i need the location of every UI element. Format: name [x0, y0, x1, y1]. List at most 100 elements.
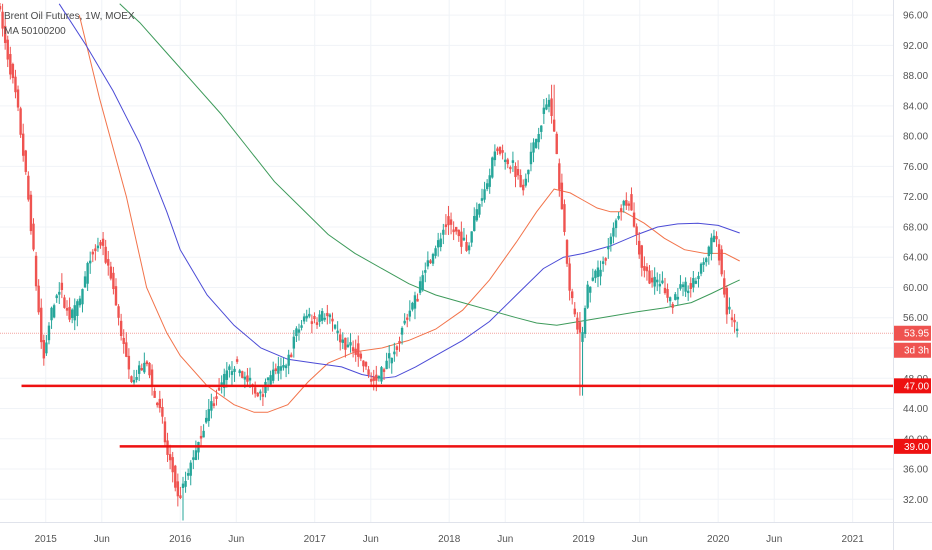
candle-body	[390, 357, 393, 364]
candle-body	[514, 165, 517, 178]
candle-body	[29, 194, 33, 232]
candle-body	[421, 275, 424, 291]
candle-body	[635, 226, 638, 235]
candle-body	[125, 342, 128, 357]
candle-body	[359, 353, 363, 359]
candle-body	[442, 229, 445, 235]
time-tick-label: 2018	[438, 534, 461, 545]
candle-body	[16, 89, 20, 108]
candle-body	[60, 282, 64, 291]
candle-body	[614, 220, 618, 229]
candle-body	[145, 361, 149, 365]
candle-body	[367, 369, 370, 375]
candle-body	[411, 302, 414, 310]
candle-body	[14, 76, 17, 93]
price-tick-label: 32.00	[903, 495, 928, 506]
time-tick-label: 2015	[35, 534, 58, 545]
candle-body	[148, 362, 151, 376]
price-tick-label: 92.00	[903, 41, 928, 52]
candle-body	[300, 325, 303, 328]
candle-body	[37, 285, 40, 313]
candle-body	[112, 272, 115, 290]
time-tick-label: 2020	[707, 534, 730, 545]
support-lines[interactable]	[21, 384, 893, 448]
candle-body	[501, 150, 504, 153]
candle-body	[318, 314, 321, 322]
time-tick-label: 2016	[169, 534, 192, 545]
candle-body	[274, 368, 277, 372]
candle-body	[253, 387, 257, 394]
candle-body	[663, 287, 667, 294]
candle-body	[707, 246, 711, 257]
candle-body	[457, 229, 460, 237]
candle-body	[186, 473, 190, 476]
candle-body	[163, 421, 167, 443]
candle-body	[158, 398, 162, 408]
candle-body	[645, 266, 649, 272]
candle-body	[717, 244, 721, 261]
candle-body	[473, 216, 476, 232]
candle-body	[76, 301, 79, 316]
candle-body	[612, 227, 615, 237]
moving-averages	[58, 3, 740, 413]
symbol-title[interactable]: Brent Oil Futures, 1W, MOEX	[4, 11, 135, 22]
price-axis[interactable]: 32.0036.0040.0044.0048.0052.0056.0060.00…	[903, 11, 928, 506]
candle-body	[545, 104, 548, 110]
candle-body	[643, 265, 646, 271]
candle-body	[19, 108, 22, 135]
candle-body	[32, 223, 35, 250]
time-tick-label: 2019	[573, 534, 596, 545]
candle-body	[143, 362, 146, 373]
candle-body	[63, 297, 66, 308]
candle-body	[284, 365, 288, 369]
time-tick-label: Jun	[94, 534, 110, 545]
support-price-tag: 47.00	[904, 381, 929, 392]
candle-body	[462, 237, 466, 241]
candle-body	[485, 183, 489, 190]
candle-body	[583, 308, 587, 334]
candle-body	[212, 403, 216, 406]
candle-body	[313, 315, 316, 320]
candles	[0, 2, 739, 521]
candle-body	[189, 462, 192, 476]
time-axis[interactable]: 2015 Jun 2016 Jun 2017 Jun 2018 Jun 2019 Jun 2020 J…	[0, 522, 932, 546]
candle-body	[475, 209, 479, 221]
candle-body	[491, 157, 494, 178]
candle-body	[529, 151, 533, 165]
candle-body	[570, 291, 574, 299]
candle-body	[362, 360, 365, 367]
candle-body	[114, 286, 118, 306]
candle-body	[674, 294, 677, 300]
indicator-label[interactable]: MA 50100200	[4, 26, 66, 37]
candle-body	[653, 276, 656, 287]
candle-body	[697, 275, 700, 280]
ma50-line	[78, 14, 740, 413]
candle-body	[712, 235, 716, 243]
candle-body	[137, 365, 141, 374]
candle-body	[426, 260, 430, 267]
candle-body	[297, 329, 301, 333]
candle-body	[176, 481, 180, 497]
candle-body	[99, 242, 102, 246]
candle-body	[730, 317, 734, 321]
candle-body	[694, 280, 698, 284]
candle-body	[578, 322, 582, 333]
candle-body	[261, 394, 265, 397]
candle-body	[692, 278, 695, 288]
candle-body	[648, 270, 651, 284]
candle-body	[439, 238, 442, 248]
price-tags: 47.00 39.00 53.95 3d 3h	[894, 325, 931, 454]
candle-body	[465, 242, 468, 251]
candle-body	[661, 280, 664, 284]
candle-body	[558, 163, 561, 190]
candle-body	[161, 407, 164, 417]
candle-body	[150, 369, 154, 386]
candle-body	[607, 246, 610, 250]
candle-body	[333, 324, 337, 329]
candle-body	[429, 260, 432, 264]
candle-body	[364, 362, 368, 367]
candle-body	[705, 258, 708, 263]
candle-body	[560, 182, 564, 210]
candle-body	[728, 306, 731, 310]
